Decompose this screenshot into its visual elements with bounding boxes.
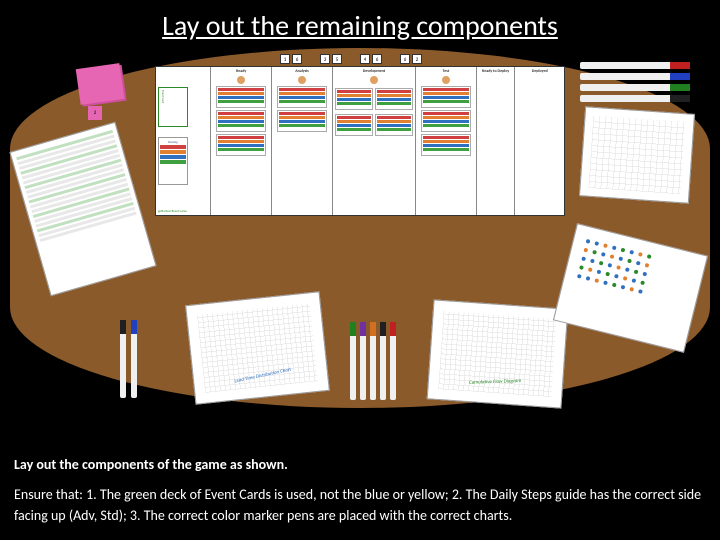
pink-card-stack [76, 63, 125, 105]
die: 6 [372, 54, 382, 64]
column-header: Development [335, 69, 413, 74]
avatar-icon [237, 76, 245, 84]
board-column-test: Test [416, 67, 477, 215]
column-header: Test [418, 69, 474, 74]
caption-line1: Lay out the components of the game as sh… [14, 455, 706, 475]
die: 6 [292, 54, 302, 64]
slide-title: Lay out the remaining components [0, 0, 720, 43]
daily-steps-sheet [9, 122, 156, 297]
work-card [421, 110, 471, 132]
column-header: Ready [213, 69, 269, 74]
backlog-label: Backlog [159, 138, 187, 144]
column-header: Ready to Deploy [479, 69, 513, 74]
work-card [216, 134, 266, 156]
marker-pen-black [380, 322, 386, 400]
caption-line2: Ensure that: 1. The green deck of Event … [14, 485, 706, 526]
die: 1 [280, 54, 290, 64]
work-card [335, 88, 373, 110]
marker-pen-green [350, 322, 356, 400]
board-logo: getKanban Board Game [158, 209, 187, 213]
column-header: Analysis [274, 69, 330, 74]
chart-label: Cumulative Flow Diagram [469, 378, 521, 386]
kanban-board: Event Card Backlog getKanban Board Game … [155, 66, 565, 216]
marker-pen-purple [360, 322, 366, 400]
game-table: 1 6 3 5 4 6 6 2 2 Event Card Backlog [10, 48, 710, 408]
work-card [421, 134, 471, 156]
marker-pen-red [580, 62, 690, 69]
avatar-icon [370, 76, 378, 84]
slide-caption: Lay out the components of the game as sh… [0, 445, 720, 540]
work-card [375, 88, 413, 110]
work-card [216, 86, 266, 108]
chart-label: Lead Time Distribution Chart [234, 367, 292, 385]
marker-pen-red [390, 322, 396, 400]
event-deck-label: Event Card [159, 88, 167, 105]
marker-pen-orange [370, 322, 376, 400]
work-card [277, 110, 327, 132]
board-left-panel: Event Card Backlog getKanban Board Game [156, 67, 211, 215]
pens-bottom-mid [350, 322, 396, 400]
work-card [277, 86, 327, 108]
marker-pen-black [580, 95, 690, 102]
die: 5 [332, 54, 342, 64]
marker-pen-black [120, 320, 126, 398]
board-column-development: Development [333, 67, 416, 215]
pink-card-small: 2 [88, 106, 102, 120]
board-column-ready-deploy: Ready to Deploy [477, 67, 516, 215]
event-card-deck: Event Card [158, 87, 188, 127]
die-pair: 3 5 [320, 54, 342, 64]
backlog-deck: Backlog [158, 137, 188, 185]
work-card [335, 114, 373, 136]
marker-pen-blue [580, 73, 690, 80]
financial-chart [579, 106, 695, 203]
die-pair: 4 6 [360, 54, 382, 64]
cfd-chart: Cumulative Flow Diagram [427, 299, 569, 408]
die: 2 [412, 54, 422, 64]
column-header: Deployed [517, 69, 562, 74]
die-pair: 6 2 [400, 54, 422, 64]
die-pair: 1 6 [280, 54, 302, 64]
die: 3 [320, 54, 330, 64]
lead-time-chart: Lead Time Distribution Chart [185, 291, 330, 405]
work-card [216, 110, 266, 132]
board-column-deployed: Deployed [515, 67, 564, 215]
die: 4 [360, 54, 370, 64]
avatar-icon [298, 76, 306, 84]
pens-top-right [580, 62, 690, 102]
board-column-analysis: Analysis [272, 67, 333, 215]
marker-pen-green [580, 84, 690, 91]
die: 6 [400, 54, 410, 64]
pens-bottom-left [120, 320, 137, 398]
board-column-ready: Ready [211, 67, 272, 215]
work-card [375, 114, 413, 136]
avatar-icon [442, 76, 450, 84]
dot-grid [569, 239, 693, 337]
control-chart-sheet [553, 223, 708, 353]
dice-row: 1 6 3 5 4 6 6 2 [280, 54, 422, 64]
work-card [421, 86, 471, 108]
marker-pen-blue [131, 320, 137, 398]
